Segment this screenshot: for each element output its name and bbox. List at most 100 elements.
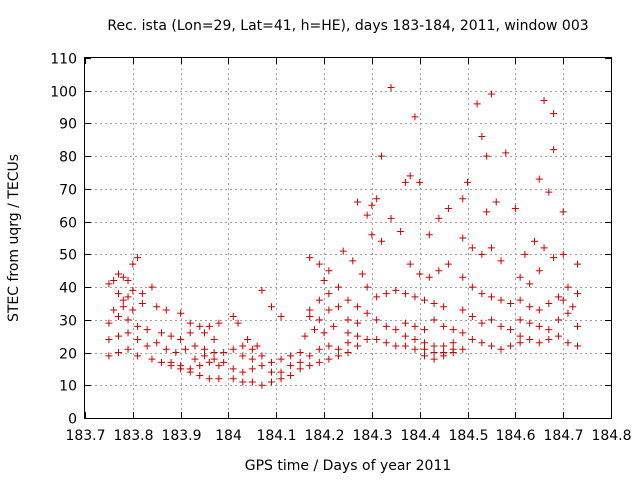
data-point [258,286,266,294]
data-point [564,339,572,347]
data-point [234,319,242,327]
data-point [267,378,275,386]
data-point [368,201,376,209]
data-point [574,342,582,350]
data-point [535,267,543,275]
data-point [325,306,333,314]
data-point [344,349,352,357]
data-point [574,260,582,268]
data-point [564,283,572,291]
data-point [114,349,122,357]
data-point [119,303,127,311]
data-point [373,293,381,301]
data-point [416,178,424,186]
data-point [306,313,314,321]
data-point [138,299,146,307]
data-point [186,368,194,376]
data-point [444,205,452,213]
data-point [478,319,486,327]
y-axis-label: STEC from uqrg / TECUs [6,154,22,322]
data-point [392,326,400,334]
data-point [306,306,314,314]
plot-frame [84,57,612,419]
data-point [205,322,213,330]
data-point [473,100,481,108]
data-point [392,286,400,294]
data-point [277,375,285,383]
data-point [464,178,472,186]
data-point [114,332,122,340]
data-point [550,110,558,118]
y-tick-label: 100 [50,85,77,101]
data-point [401,342,409,350]
y-tick-label: 70 [59,183,77,199]
data-point [449,349,457,357]
data-point [449,326,457,334]
data-point [574,290,582,298]
data-point [215,319,223,327]
data-point [487,90,495,98]
data-point [521,250,529,258]
x-tick-label: 184 [215,428,242,444]
data-point [315,358,323,366]
data-point [258,381,266,389]
data-point [258,352,266,360]
data-point [358,270,366,278]
data-point [344,296,352,304]
data-point [148,355,156,363]
data-point [124,316,132,324]
data-point [172,349,180,357]
data-point [487,293,495,301]
data-point [363,211,371,219]
data-point [569,303,577,311]
data-point [440,342,448,350]
data-point [239,352,247,360]
data-point [181,345,189,353]
data-point [550,146,558,154]
data-point [201,345,209,353]
data-point [114,313,122,321]
data-point [129,286,137,294]
data-point [377,237,385,245]
data-point [401,332,409,340]
data-point [162,306,170,314]
data-point [502,149,510,157]
y-tick-label: 20 [59,347,77,363]
data-point [229,375,237,383]
data-point [124,293,132,301]
data-point [459,234,467,242]
axis-ticks [85,58,612,419]
data-point [196,371,204,379]
data-point [497,257,505,265]
y-tick-label: 40 [59,281,77,297]
data-point [138,290,146,298]
x-axis-label: GPS time / Days of year 2011 [245,458,452,474]
data-point [535,175,543,183]
data-point [349,257,357,265]
data-point [411,293,419,301]
data-point [459,306,467,314]
data-point [334,303,342,311]
x-tick-label: 184.1 [256,428,296,444]
grid-lines [85,58,611,418]
data-point [105,280,113,288]
data-point [210,355,218,363]
data-point [363,335,371,343]
data-point [315,345,323,353]
data-point [210,335,218,343]
data-point [301,332,309,340]
data-point [511,205,519,213]
data-point [430,316,438,324]
data-point [143,342,151,350]
data-point [559,208,567,216]
y-tick-labels: 0 10 20 30 40 50 60 70 80 90 100 110 [50,52,77,428]
data-point [545,335,553,343]
data-point [354,342,362,350]
data-point [201,329,209,337]
data-point [444,260,452,268]
data-point [468,313,476,321]
x-tick-label: 184.4 [400,428,440,444]
data-point [559,250,567,258]
data-point [191,342,199,350]
data-point [535,306,543,314]
